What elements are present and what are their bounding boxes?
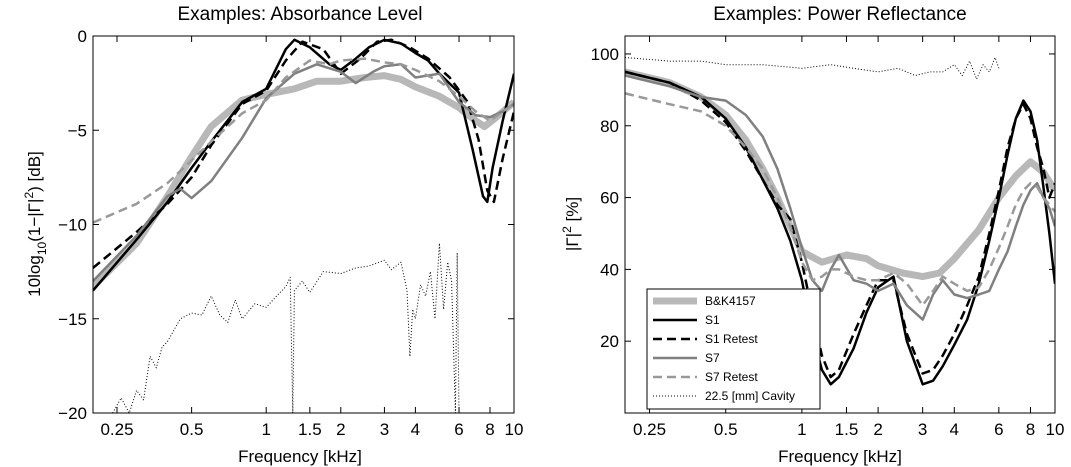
series-line-1 [93,72,514,290]
y-axis-label: 10log10(1−|Γ|2) [dB] [22,151,49,297]
x-axis-label: Frequency [kHz] [778,447,902,466]
legend-label: S1 Retest [705,332,758,346]
legend-label: S7 [705,351,720,365]
axes-frame [624,35,1056,414]
y-tick-label: 80 [600,117,619,136]
x-tick-label: 1 [797,420,806,439]
x-tick-label: 8 [1026,420,1035,439]
x-tick-label: 0.25 [633,420,666,439]
y-tick-label: 20 [600,332,619,351]
chart-absorbance-level: Examples: Absorbance Level 0.25 0.5 1 1.5 2 3… [22,4,523,466]
series-line-2 [93,38,514,292]
series-line-3 [93,38,514,269]
legend-label: S7 Retest [705,370,758,384]
x-tick-label: 8 [485,420,494,439]
axes: 0.25 0.5 1 1.5 2 3 4 6 8 10 0 −5 −10 −15 −20 [58,27,523,439]
x-tick-label: 0.5 [714,420,738,439]
x-tick-label: 4 [950,420,959,439]
x-tick-label: 2 [873,420,882,439]
chart-title: Examples: Power Reflectance [713,4,966,25]
x-tick-label: 1 [261,420,270,439]
legend-label: 22.5 [mm] Cavity [705,389,795,403]
axes: 0.25 0.5 1 1.5 2 3 4 6 8 10 20 40 60 80 100 [591,35,1065,439]
series-line-4 [625,74,1055,321]
y-axis-label: |Γ|2 [%] [560,197,582,251]
y-tick-label: 0 [78,27,87,46]
y-tick-label: −10 [58,216,87,235]
axes-frame [92,35,515,414]
chart-power-reflectance: Examples: Power Reflectance 0.25 0.5 1 1.5 2… [560,4,1064,466]
chart-title: Examples: Absorbance Level [177,4,422,25]
y-tick-label: 100 [591,45,619,64]
x-tick-label: 2 [336,420,345,439]
x-tick-label: 6 [994,420,1003,439]
series-line-5 [625,92,1055,307]
series-line-6 [625,57,1000,80]
legend-box [646,288,821,410]
y-tick-label: −20 [58,404,87,423]
series-line-6 [112,242,460,413]
x-axis-label: Frequency [kHz] [238,447,362,466]
series-line-3 [625,70,1055,379]
y-tick-label: −15 [58,310,87,329]
y-tick-label: −5 [68,121,87,140]
x-tick-label: 3 [380,420,389,439]
x-tick-label: 3 [918,420,927,439]
series-line-5 [93,57,514,224]
x-tick-label: 0.25 [100,420,133,439]
legend-label: B&K4157 [705,294,756,308]
y-tick-label: 40 [600,260,619,279]
y-tick-label: 60 [600,189,619,208]
x-tick-label: 1.5 [298,420,322,439]
plot-area [93,38,514,413]
x-tick-label: 6 [454,420,463,439]
x-tick-label: 10 [505,420,524,439]
legend-label: S1 [705,313,720,327]
x-tick-label: 10 [1046,420,1065,439]
legend: B&K4157 S1 S1 Retest S7 S7 Retest 22.5 [mm] C… [646,288,821,410]
series-line-1 [625,68,1055,281]
plot-area [625,57,1055,386]
series-line-4 [93,63,514,282]
x-tick-label: 0.5 [180,420,204,439]
x-tick-label: 1.5 [835,420,859,439]
x-tick-label: 4 [411,420,420,439]
